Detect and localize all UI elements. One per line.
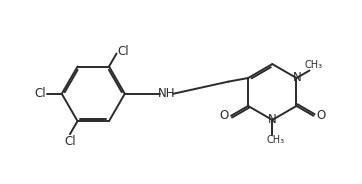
Text: CH₃: CH₃ [304,60,322,70]
Text: Cl: Cl [64,135,76,148]
Text: O: O [219,109,228,122]
Text: NH: NH [158,87,176,100]
Text: CH₃: CH₃ [267,135,285,145]
Text: N: N [268,113,277,126]
Text: Cl: Cl [34,87,46,100]
Text: N: N [292,71,301,84]
Text: O: O [316,109,325,122]
Text: Cl: Cl [117,45,129,58]
